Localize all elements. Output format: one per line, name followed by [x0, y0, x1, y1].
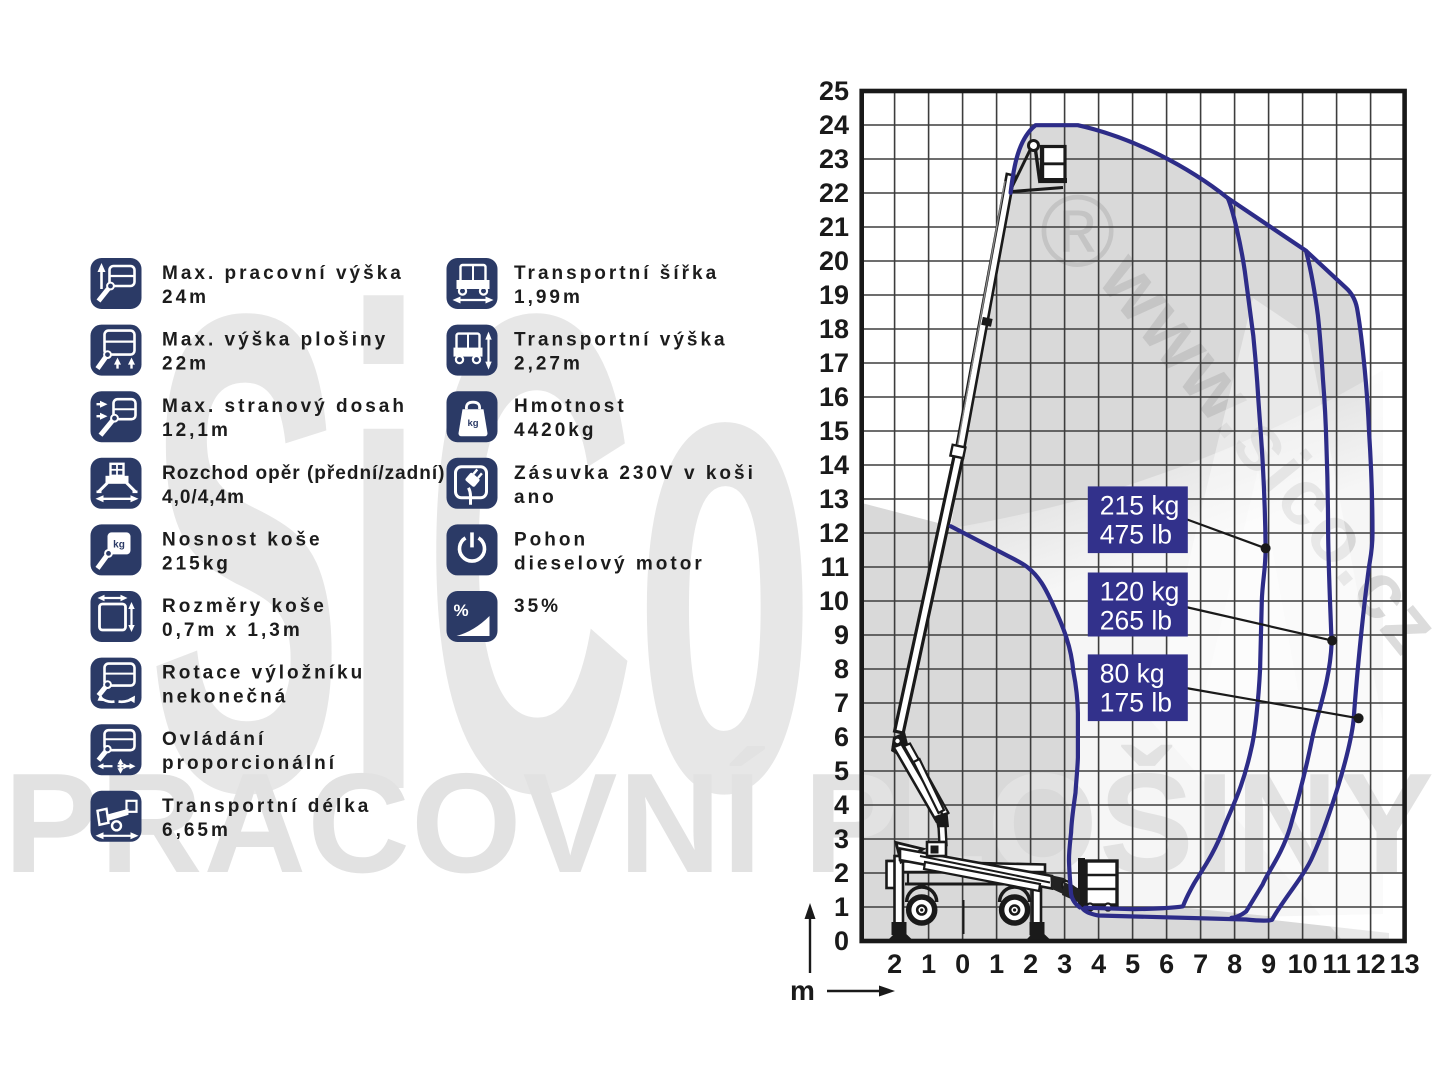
svg-text:21: 21 — [819, 212, 849, 242]
svg-text:2: 2 — [834, 858, 849, 888]
svg-text:®: ® — [1040, 174, 1115, 288]
svg-text:4: 4 — [1091, 949, 1106, 979]
svg-text:ano: ano — [514, 487, 557, 508]
svg-text:265 lb: 265 lb — [1100, 606, 1172, 636]
svg-text:proporcionální: proporcionální — [162, 753, 337, 774]
svg-text:kg: kg — [467, 418, 478, 429]
svg-text:1: 1 — [834, 892, 849, 922]
svg-text:9: 9 — [834, 620, 849, 650]
svg-text:215 kg: 215 kg — [1100, 490, 1180, 520]
svg-text:12: 12 — [819, 518, 849, 548]
svg-text:4: 4 — [834, 790, 849, 820]
svg-text:PRACOVNÍ PLOŠINY: PRACOVNÍ PLOŠINY — [4, 743, 1434, 903]
svg-text:22m: 22m — [162, 354, 209, 375]
svg-text:3: 3 — [834, 824, 849, 854]
svg-text:8: 8 — [1227, 949, 1242, 979]
svg-text:23: 23 — [819, 144, 849, 174]
svg-text:%: % — [454, 601, 469, 620]
svg-text:13: 13 — [1390, 949, 1420, 979]
svg-text:9: 9 — [1261, 949, 1276, 979]
svg-text:kg: kg — [113, 539, 125, 550]
svg-text:80 kg: 80 kg — [1100, 658, 1165, 688]
svg-text:5: 5 — [834, 756, 849, 786]
svg-text:20: 20 — [819, 246, 849, 276]
svg-text:24: 24 — [819, 110, 849, 140]
svg-text:16: 16 — [819, 382, 849, 412]
svg-text:25: 25 — [819, 76, 849, 106]
svg-text:11: 11 — [1322, 949, 1351, 979]
svg-text:22: 22 — [819, 178, 849, 208]
svg-text:19: 19 — [819, 280, 849, 310]
svg-text:Rozchod opěr (přední/zadní): Rozchod opěr (přední/zadní) — [162, 463, 446, 484]
svg-text:1,99m: 1,99m — [514, 287, 583, 308]
svg-text:Rozměry koše: Rozměry koše — [162, 596, 327, 617]
svg-text:3: 3 — [1057, 949, 1072, 979]
svg-text:11: 11 — [820, 552, 849, 582]
svg-text:17: 17 — [819, 348, 849, 378]
svg-text:4420kg: 4420kg — [514, 420, 596, 441]
svg-text:6: 6 — [834, 722, 849, 752]
svg-text:12: 12 — [1356, 949, 1386, 979]
svg-text:2: 2 — [1023, 949, 1038, 979]
svg-text:m: m — [790, 975, 815, 1006]
svg-text:Nosnost koše: Nosnost koše — [162, 529, 323, 550]
svg-text:15: 15 — [819, 416, 849, 446]
svg-text:Zásuvka 230V v koši: Zásuvka 230V v koši — [514, 463, 756, 484]
svg-text:1: 1 — [921, 949, 936, 979]
svg-text:24m: 24m — [162, 287, 209, 308]
svg-text:8: 8 — [834, 654, 849, 684]
svg-text:120 kg: 120 kg — [1100, 577, 1180, 607]
svg-text:nekonečná: nekonečná — [162, 687, 288, 708]
svg-text:Rotace výložníku: Rotace výložníku — [162, 663, 365, 684]
svg-text:6: 6 — [1159, 949, 1174, 979]
svg-text:0: 0 — [834, 926, 849, 956]
svg-text:35%: 35% — [514, 596, 561, 617]
svg-text:5: 5 — [1125, 949, 1140, 979]
svg-text:Pohon: Pohon — [514, 529, 588, 550]
svg-text:14: 14 — [819, 450, 849, 480]
svg-text:dieselový motor: dieselový motor — [514, 553, 705, 574]
svg-text:12,1m: 12,1m — [162, 420, 231, 441]
svg-text:Max. pracovní výška: Max. pracovní výška — [162, 263, 404, 284]
svg-text:475 lb: 475 lb — [1100, 519, 1172, 549]
svg-text:Ovládání: Ovládání — [162, 729, 266, 750]
svg-text:7: 7 — [834, 688, 849, 718]
svg-text:2,27m: 2,27m — [514, 354, 583, 375]
svg-text:13: 13 — [819, 484, 849, 514]
svg-text:Max. výška plošiny: Max. výška plošiny — [162, 330, 388, 351]
svg-text:215kg: 215kg — [162, 553, 231, 574]
svg-text:10: 10 — [819, 586, 849, 616]
svg-text:175 lb: 175 lb — [1100, 687, 1172, 717]
svg-text:Transportní délka: Transportní délka — [162, 796, 371, 817]
svg-text:Max. stranový dosah: Max. stranový dosah — [162, 396, 407, 417]
svg-text:6,65m: 6,65m — [162, 820, 231, 841]
svg-text:7: 7 — [1193, 949, 1208, 979]
svg-text:0: 0 — [955, 949, 970, 979]
svg-text:4,0/4,4m: 4,0/4,4m — [162, 487, 245, 508]
svg-text:Hmotnost: Hmotnost — [514, 396, 627, 417]
svg-text:Transportní šířka: Transportní šířka — [514, 263, 719, 284]
svg-text:0,7m x 1,3m: 0,7m x 1,3m — [162, 620, 303, 641]
svg-text:1: 1 — [989, 949, 1004, 979]
svg-text:10: 10 — [1288, 949, 1318, 979]
svg-text:2: 2 — [887, 949, 902, 979]
svg-text:Transportní výška: Transportní výška — [514, 330, 728, 351]
svg-text:18: 18 — [819, 314, 849, 344]
